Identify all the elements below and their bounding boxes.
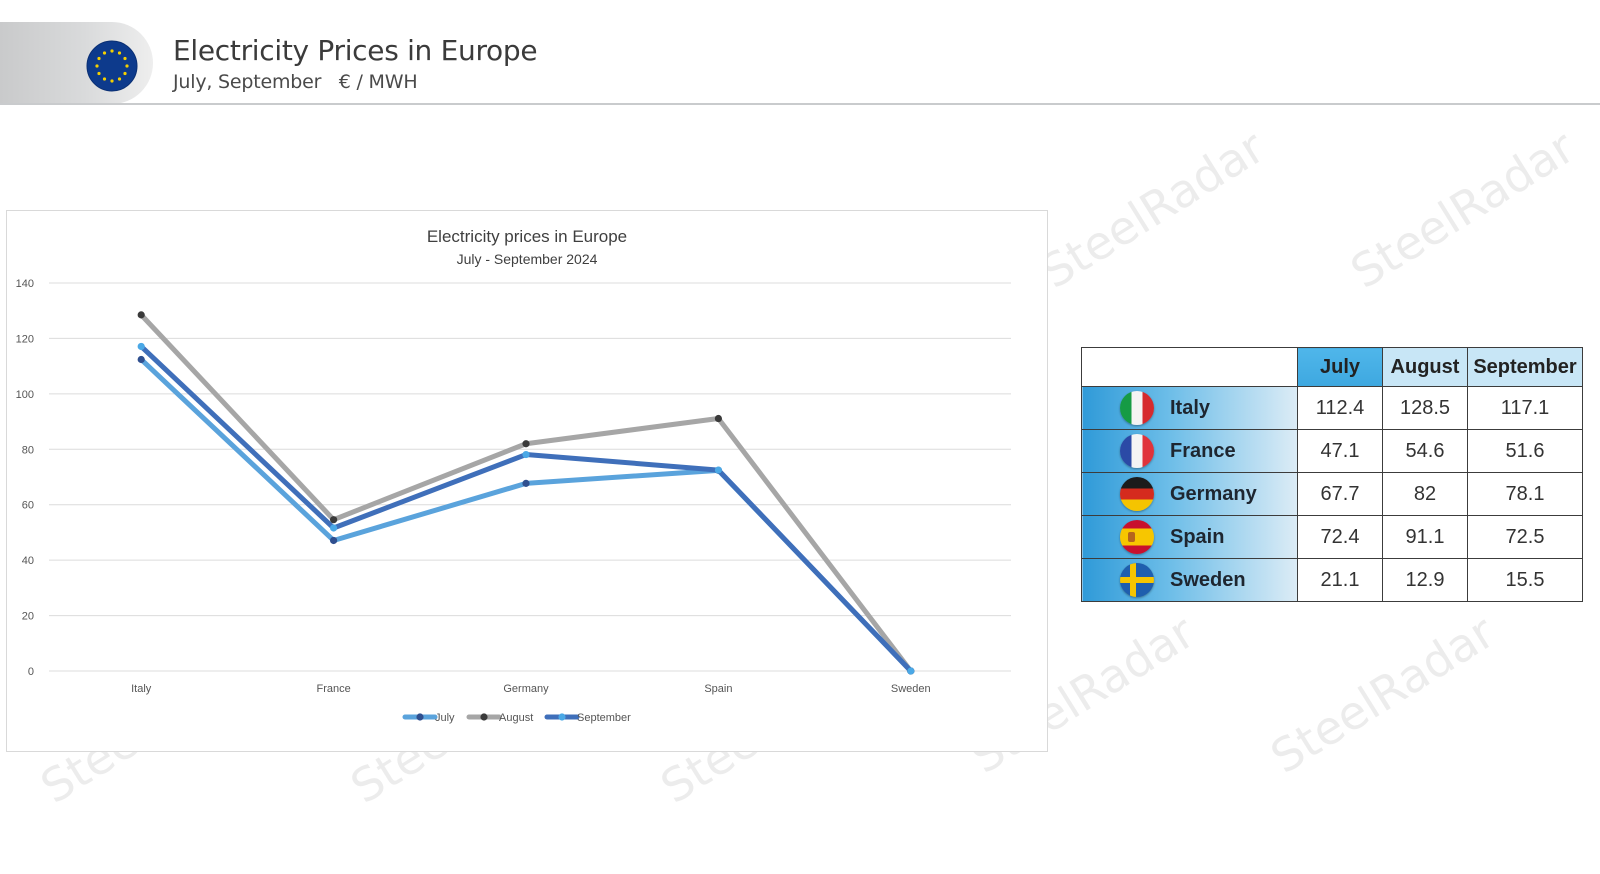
- price-table: July August September Italy 112.4 128.5 …: [1081, 347, 1583, 602]
- value-cell: 12.9: [1382, 558, 1468, 602]
- page-title: Electricity Prices in Europe: [173, 34, 538, 67]
- x-tick-label: Spain: [704, 683, 732, 695]
- series-line-august: [138, 312, 914, 674]
- x-tick-label: Italy: [131, 683, 152, 695]
- y-tick-label: 120: [16, 333, 34, 345]
- table-corner-cell: [1081, 347, 1298, 387]
- legend-marker-september: [558, 713, 566, 721]
- country-cell: Italy: [1081, 386, 1298, 430]
- value-cell: 67.7: [1297, 472, 1383, 516]
- value-cell: 21.1: [1297, 558, 1383, 602]
- legend-label-august: August: [499, 712, 533, 724]
- data-point-august: [330, 516, 338, 524]
- value-cell: 15.5: [1467, 558, 1583, 602]
- header-divider: [0, 103, 1600, 105]
- legend-marker-july: [416, 713, 424, 721]
- country-cell: Germany: [1081, 472, 1298, 516]
- x-tick-label: Sweden: [891, 683, 931, 695]
- country-cell: France: [1081, 429, 1298, 473]
- watermark: SteelRadar: [1031, 119, 1274, 299]
- data-point-july: [137, 355, 145, 364]
- value-cell: 82: [1382, 472, 1468, 516]
- data-point-september: [907, 667, 915, 675]
- value-cell: 78.1: [1467, 472, 1583, 516]
- y-tick-label: 140: [16, 278, 34, 290]
- watermark: SteelRadar: [1341, 119, 1584, 299]
- italy-flag-icon: [1120, 391, 1154, 425]
- page-subtitle: July, September € / MWH: [173, 71, 418, 93]
- chart-subtitle: July - September 2024: [457, 251, 598, 267]
- y-tick-label: 80: [22, 444, 34, 456]
- legend-label-july: July: [435, 712, 455, 724]
- chart-title: Electricity prices in Europe: [427, 227, 627, 246]
- data-point-august: [137, 311, 145, 319]
- value-cell: 72.5: [1467, 515, 1583, 559]
- country-name: Spain: [1170, 525, 1225, 548]
- y-tick-label: 20: [22, 611, 34, 623]
- data-point-september: [522, 450, 530, 459]
- column-header-july: July: [1297, 347, 1383, 387]
- column-header-september: September: [1467, 347, 1583, 387]
- table-row: France 47.1 54.6 51.6: [1081, 429, 1583, 473]
- spain-flag-icon: [1120, 520, 1154, 554]
- value-cell: 72.4: [1297, 515, 1383, 559]
- data-point-july: [522, 479, 530, 487]
- country-name: Germany: [1170, 482, 1257, 505]
- x-tick-label: Germany: [503, 683, 549, 695]
- legend-marker-august: [480, 713, 488, 721]
- france-flag-icon: [1120, 434, 1154, 468]
- data-point-july: [330, 536, 338, 545]
- table-header-row: July August September: [1081, 347, 1583, 387]
- line-chart: Electricity prices in Europe July - Sept…: [6, 210, 1048, 752]
- value-cell: 54.6: [1382, 429, 1468, 473]
- column-header-august: August: [1382, 347, 1468, 387]
- country-name: Italy: [1170, 396, 1211, 419]
- value-cell: 128.5: [1382, 386, 1468, 430]
- value-cell: 51.6: [1467, 429, 1583, 473]
- country-cell: Sweden: [1081, 558, 1298, 602]
- series-line-september: [138, 343, 914, 674]
- table-row: Germany 67.7 82 78.1: [1081, 472, 1583, 516]
- value-cell: 117.1: [1467, 386, 1583, 430]
- watermark: SteelRadar: [1261, 604, 1504, 784]
- table-row: Sweden 21.1 12.9 15.5: [1081, 558, 1583, 602]
- x-tick-label: France: [316, 683, 350, 695]
- data-point-august: [522, 440, 530, 448]
- y-tick-label: 0: [28, 666, 34, 678]
- country-name: Sweden: [1170, 568, 1246, 591]
- country-name: France: [1170, 439, 1236, 462]
- y-tick-label: 40: [22, 555, 34, 567]
- table-row: Spain 72.4 91.1 72.5: [1081, 515, 1583, 559]
- data-point-august: [714, 414, 723, 423]
- legend-label-september: September: [577, 712, 631, 724]
- data-point-september: [714, 466, 723, 474]
- data-point-september: [137, 342, 145, 351]
- country-cell: Spain: [1081, 515, 1298, 559]
- sweden-flag-icon: [1120, 563, 1154, 597]
- value-cell: 47.1: [1297, 429, 1383, 473]
- y-tick-label: 100: [16, 389, 34, 401]
- eu-flag-icon: [86, 40, 138, 92]
- chart-canvas: Electricity prices in Europe July - Sept…: [16, 227, 1011, 724]
- germany-flag-icon: [1120, 477, 1154, 511]
- value-cell: 112.4: [1297, 386, 1383, 430]
- data-point-september: [330, 524, 338, 532]
- y-tick-label: 60: [22, 500, 34, 512]
- value-cell: 91.1: [1382, 515, 1468, 559]
- series-line-july: [138, 356, 914, 674]
- table-row: Italy 112.4 128.5 117.1: [1081, 386, 1583, 430]
